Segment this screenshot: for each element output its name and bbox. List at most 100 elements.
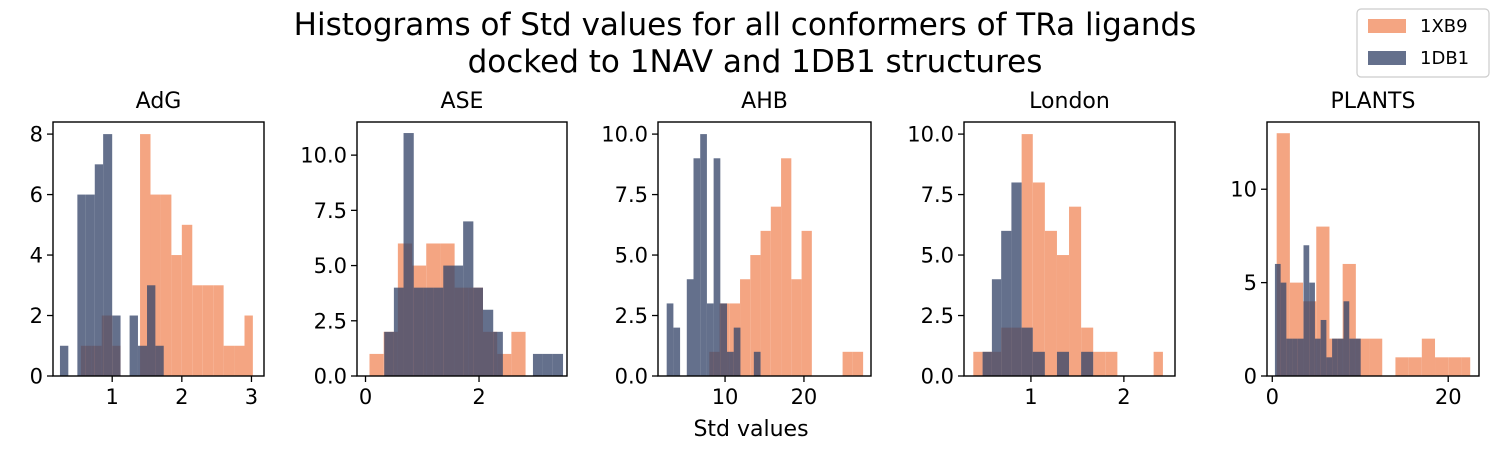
bar-adg-1db1-10 bbox=[147, 285, 156, 376]
bar-plants-1xb9-12 bbox=[1435, 357, 1449, 376]
bar-london-1db1-3 bbox=[1011, 182, 1022, 376]
bar-ase-1db1-9 bbox=[473, 287, 483, 376]
bar-plants-1xb9-9 bbox=[1395, 357, 1409, 376]
bar-adg-1xb9-16 bbox=[244, 315, 253, 376]
bar-ase-1db1-1 bbox=[393, 287, 404, 376]
bar-plants-1db1-6 bbox=[1309, 282, 1315, 376]
bar-ahb-1db1-1 bbox=[673, 327, 681, 376]
bar-london-1db1-1 bbox=[991, 279, 1002, 376]
y-tick-label-ase-2: 5.0 bbox=[314, 254, 347, 278]
bar-adg-1xb9-13 bbox=[213, 285, 224, 376]
panel-ase: ASE 0.0 2.5 5.0 7.5 10.0 0 2 bbox=[300, 89, 568, 409]
bar-ahb-1db1-3 bbox=[686, 279, 694, 376]
bar-ase-1db1-6 bbox=[443, 265, 454, 376]
x-tick-label-ase-1: 2 bbox=[472, 385, 485, 409]
x-tick-label-ahb-0: 10 bbox=[712, 385, 739, 409]
bar-london-1xb9-6 bbox=[1032, 182, 1045, 376]
bar-ahb-1xb9-5 bbox=[760, 230, 771, 376]
bar-london-1xb9-9 bbox=[1069, 206, 1082, 376]
bar-ahb-1db1-9 bbox=[727, 351, 734, 376]
bar-adg-1db1-5 bbox=[103, 134, 113, 376]
bar-plants-1xb9-7 bbox=[1369, 338, 1383, 376]
bar-ase-1db1-8 bbox=[463, 221, 474, 376]
x-tick-label-plants-1: 20 bbox=[1435, 385, 1462, 409]
bar-london-1xb9-5 bbox=[1021, 134, 1033, 376]
panel-title-adg: AdG bbox=[136, 89, 182, 114]
bar-london-1db1-5 bbox=[1032, 351, 1045, 376]
bar-ahb-1xb9-3 bbox=[740, 279, 751, 376]
bar-ahb-1xb9-13 bbox=[842, 351, 853, 376]
bar-london-1xb9-8 bbox=[1056, 255, 1070, 376]
bar-adg-1db1-2 bbox=[77, 194, 86, 376]
y-tick-label-adg-1: 2 bbox=[30, 304, 43, 328]
bar-adg-1db1-11 bbox=[155, 345, 164, 376]
legend: 1XB9 1DB1 bbox=[1356, 8, 1490, 78]
axes-frame-ahb bbox=[657, 121, 872, 377]
y-tick-label-london-4: 10.0 bbox=[907, 123, 954, 147]
bar-london-1xb9-11 bbox=[1093, 351, 1106, 376]
y-tick-label-plants-0: 0 bbox=[1244, 365, 1257, 389]
y-tick-label-ahb-1: 2.5 bbox=[615, 304, 648, 328]
x-tick-label-london-1: 2 bbox=[1117, 385, 1130, 409]
bar-ahb-1db1-10 bbox=[733, 327, 741, 376]
bar-ahb-1xb9-9 bbox=[801, 230, 812, 376]
figure-title-line-1: Histograms of Std values for all conform… bbox=[294, 7, 1197, 43]
bar-adg-1xb9-6 bbox=[140, 134, 151, 376]
bar-ase-1db1-15 bbox=[532, 353, 543, 376]
bar-london-1db1-4 bbox=[1021, 327, 1033, 376]
bar-adg-1xb9-9 bbox=[171, 255, 182, 376]
bar-plants-1db1-10 bbox=[1332, 338, 1338, 376]
bar-adg-1db1-4 bbox=[94, 164, 104, 376]
bar-plants-1db1-9 bbox=[1326, 357, 1333, 376]
x-tick-label-adg-0: 1 bbox=[106, 385, 119, 409]
bar-plants-1db1-0 bbox=[1274, 263, 1281, 376]
bar-london-1db1-0 bbox=[982, 351, 992, 376]
bar-plants-1db1-3 bbox=[1292, 338, 1298, 376]
bar-ahb-1db1-4 bbox=[693, 158, 701, 376]
bar-plants-1db1-11 bbox=[1337, 338, 1344, 376]
legend-swatch-1db1 bbox=[1368, 51, 1406, 65]
bar-ahb-1xb9-6 bbox=[770, 206, 782, 376]
y-tick-label-adg-2: 4 bbox=[30, 244, 43, 268]
y-tick-label-adg-4: 8 bbox=[30, 123, 43, 147]
axes-frame-adg bbox=[52, 121, 265, 377]
bar-london-1xb9-7 bbox=[1044, 230, 1057, 376]
y-tick-label-london-1: 2.5 bbox=[921, 304, 954, 328]
bar-adg-1xb9-8 bbox=[160, 194, 172, 376]
bar-ase-1db1-2 bbox=[403, 133, 414, 376]
y-tick-label-london-2: 5.0 bbox=[921, 244, 954, 268]
panel-title-london: London bbox=[1029, 89, 1110, 114]
y-tick-label-ahb-4: 10.0 bbox=[601, 123, 648, 147]
y-tick-label-plants-1: 5 bbox=[1244, 271, 1257, 295]
bar-london-1xb9-0 bbox=[973, 351, 983, 376]
x-tick-label-plants-0: 0 bbox=[1266, 385, 1279, 409]
bar-london-1db1-9 bbox=[1081, 351, 1094, 376]
x-tick-label-adg-1: 2 bbox=[175, 385, 188, 409]
bar-plants-1db1-14 bbox=[1354, 338, 1361, 376]
bar-plants-1db1-8 bbox=[1320, 319, 1327, 376]
panel-plants: PLANTS 0 5 10 0 20 bbox=[1230, 89, 1480, 409]
bar-london-1xb9-12 bbox=[1105, 351, 1118, 376]
bar-ase-1xb9-10 bbox=[511, 331, 526, 376]
bar-ase-1db1-17 bbox=[552, 353, 564, 376]
bar-london-1db1-7 bbox=[1056, 351, 1070, 376]
x-tick-label-london-0: 1 bbox=[1024, 385, 1037, 409]
bar-ase-1db1-7 bbox=[453, 265, 464, 376]
bar-adg-1xb9-15 bbox=[234, 345, 245, 376]
legend-label-1xb9: 1XB9 bbox=[1420, 16, 1468, 37]
panel-london: London 0.0 2.5 5.0 7.5 10.0 1 2 bbox=[907, 89, 1176, 409]
bar-ahb-1xb9-14 bbox=[852, 351, 864, 376]
bar-plants-1db1-1 bbox=[1280, 282, 1287, 376]
x-tick-label-ahb-1: 20 bbox=[791, 385, 818, 409]
y-tick-label-ase-3: 7.5 bbox=[314, 199, 347, 223]
y-tick-label-plants-2: 10 bbox=[1230, 178, 1257, 202]
bar-adg-1db1-3 bbox=[85, 194, 95, 376]
bar-ase-1db1-4 bbox=[423, 287, 434, 376]
bar-ahb-1db1-7 bbox=[713, 158, 721, 376]
bar-plants-1xb9-14 bbox=[1461, 357, 1471, 376]
figure-title-line-2: docked to 1NAV and 1DB1 structures bbox=[468, 44, 1043, 80]
bar-ase-1db1-0 bbox=[384, 331, 394, 376]
bar-ahb-1db1-8 bbox=[720, 303, 728, 376]
panel-title-ase: ASE bbox=[441, 89, 484, 114]
